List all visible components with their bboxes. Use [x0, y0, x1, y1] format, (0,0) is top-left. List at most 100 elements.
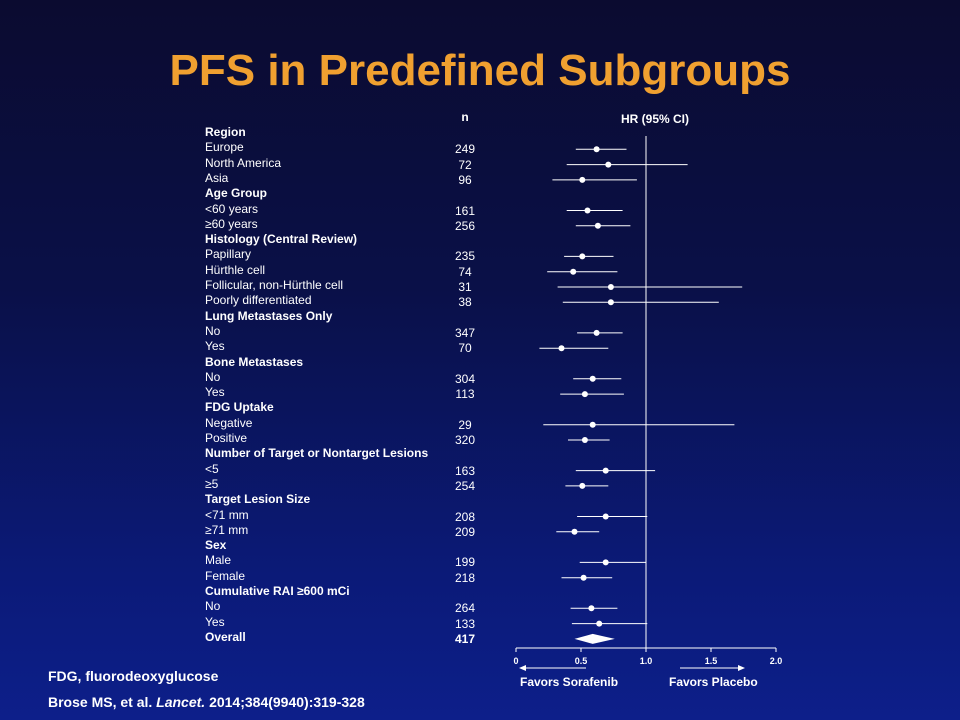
subgroup-header: Number of Target or Nontarget Lesions — [205, 446, 429, 461]
subgroup-n: 254 — [454, 478, 476, 493]
subgroup-label: <60 years — [205, 201, 259, 216]
subgroup-n: 70 — [458, 341, 472, 356]
subgroup-header: Lung Metastases Only — [205, 308, 333, 323]
abbreviation-footnote: FDG, fluorodeoxyglucose — [48, 668, 219, 684]
subgroup-n: 249 — [454, 142, 476, 157]
x-tick-label: 2.0 — [770, 656, 783, 666]
subgroup-n: 29 — [458, 417, 472, 432]
subgroup-header: Histology (Central Review) — [205, 232, 358, 247]
subgroup-n: 72 — [458, 157, 472, 172]
subgroup-label: ≥5 — [205, 476, 219, 491]
subgroup-header: Sex — [205, 538, 227, 553]
subgroup-header: Region — [205, 125, 246, 139]
subgroup-label: Male — [205, 553, 232, 568]
hr-point — [579, 253, 586, 260]
hr-point — [584, 207, 591, 214]
citation-authors: Brose MS, et al. — [48, 694, 153, 710]
overall-diamond — [574, 633, 615, 644]
subgroup-label: Yes — [205, 385, 225, 400]
subgroup-header: Bone Metastases — [205, 354, 304, 369]
arrow-right-icon — [738, 665, 745, 671]
hr-point — [581, 391, 588, 398]
hr-point — [579, 482, 586, 489]
subgroup-label: No — [205, 599, 221, 614]
citation: Brose MS, et al. Lancet. 2014;384(9940):… — [48, 694, 365, 710]
subgroup-n: 256 — [454, 218, 476, 233]
x-tick-label: 1.0 — [640, 656, 653, 666]
subgroup-n: 417 — [454, 631, 476, 646]
x-tick-label: 0 — [513, 656, 518, 666]
subgroup-header: FDG Uptake — [205, 400, 274, 415]
subgroup-label: Hürthle cell — [205, 262, 266, 277]
hr-point — [581, 437, 588, 443]
subgroup-label: No — [205, 369, 221, 384]
subgroup-label: No — [205, 323, 221, 338]
x-tick-label: 1.5 — [705, 656, 718, 666]
subgroup-label: Negative — [205, 415, 253, 430]
subgroup-label: Europe — [205, 140, 244, 155]
arrow-left-icon — [519, 665, 526, 671]
citation-journal: Lancet. — [156, 694, 206, 710]
subgroup-label: ≥60 years — [205, 216, 258, 231]
subgroup-n: 208 — [454, 509, 476, 524]
hr-point — [605, 161, 612, 168]
hr-point — [594, 222, 601, 229]
subgroup-n: 133 — [454, 616, 476, 631]
slide-title: PFS in Predefined Subgroups — [169, 46, 791, 95]
hr-point — [589, 421, 596, 428]
subgroup-n: 264 — [454, 601, 476, 616]
subgroup-label: ≥71 mm — [205, 522, 249, 537]
x-tick-label: 0.5 — [575, 656, 588, 666]
subgroup-label: North America — [205, 155, 282, 170]
subgroup-n: 96 — [458, 172, 472, 187]
subgroup-label: Yes — [205, 339, 225, 354]
hr-point — [607, 284, 614, 290]
subgroup-label: Female — [205, 568, 246, 583]
subgroup-n: 304 — [454, 371, 476, 386]
subgroup-header: Target Lesion Size — [205, 492, 311, 507]
subgroup-label: <71 mm — [205, 507, 249, 522]
subgroup-label: Papillary — [205, 247, 252, 262]
hr-column-header: HR (95% CI) — [620, 112, 689, 126]
subgroup-label: Positive — [205, 431, 248, 445]
hr-point — [579, 176, 586, 183]
hr-point — [589, 375, 596, 382]
subgroup-n: 163 — [454, 463, 476, 478]
subgroup-label: Follicular, non-Hürthle cell — [205, 278, 344, 292]
hr-point — [570, 268, 577, 275]
subgroup-n: 74 — [458, 264, 472, 279]
subgroup-n: 161 — [454, 203, 476, 218]
subgroup-label: <5 — [205, 461, 219, 476]
hr-point — [602, 467, 609, 474]
subgroup-header: Cumulative RAI ≥600 mCi — [205, 584, 350, 598]
n-column-header: n — [461, 110, 469, 124]
subgroup-header: Age Group — [205, 186, 267, 201]
subgroup-n: 218 — [454, 570, 476, 585]
subgroup-n: 347 — [454, 325, 476, 340]
hr-point — [607, 299, 614, 306]
hr-point — [602, 559, 609, 566]
hr-point — [596, 620, 603, 627]
favors-placebo-label: Favors Placebo — [669, 675, 758, 689]
hr-point — [558, 345, 565, 352]
favors-sorafenib-label: Favors Sorafenib — [520, 675, 619, 689]
hr-point — [593, 146, 600, 153]
subgroup-n: 209 — [454, 524, 476, 539]
subgroup-label: Overall — [205, 629, 246, 644]
hr-point — [588, 605, 595, 612]
subgroup-n: 38 — [458, 295, 472, 310]
citation-details: 2014;384(9940):319-328 — [209, 694, 365, 710]
hr-point — [602, 513, 609, 520]
subgroup-label: Poorly differentiated — [205, 293, 312, 308]
subgroup-n: 31 — [458, 280, 472, 294]
subgroup-n: 235 — [454, 249, 476, 264]
subgroup-n: 199 — [454, 555, 476, 570]
subgroup-n: 113 — [455, 387, 475, 402]
subgroup-label: Asia — [205, 170, 229, 185]
subgroup-label: Yes — [205, 614, 225, 629]
hr-point — [580, 574, 587, 581]
hr-point — [593, 329, 600, 336]
subgroup-n: 320 — [454, 433, 476, 447]
hr-point — [571, 528, 578, 535]
